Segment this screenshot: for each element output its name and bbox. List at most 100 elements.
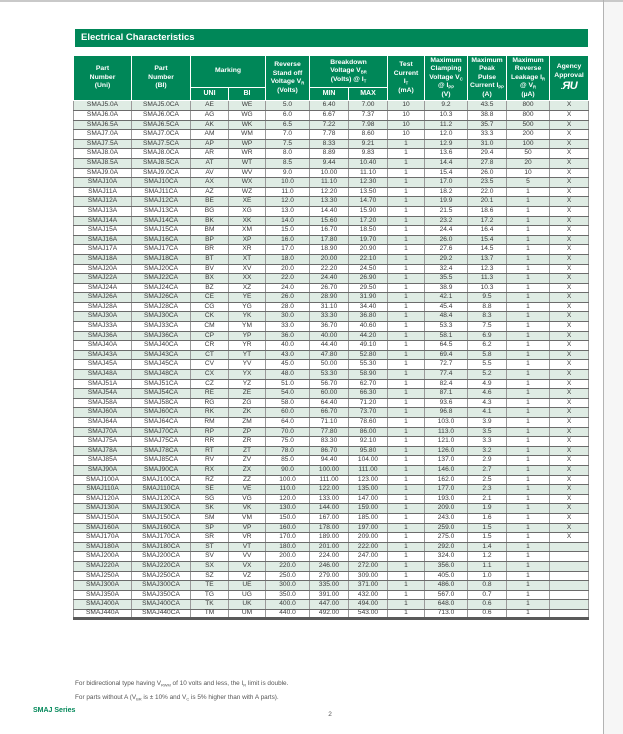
ul-mark-letters: ЯU xyxy=(562,80,578,93)
cell-agency-approval: X xyxy=(549,158,590,169)
cell-marking-uni: BV xyxy=(190,263,229,275)
cell-test-current: 1 xyxy=(387,301,426,313)
cell-max-reverse-leakage: 1 xyxy=(506,551,551,562)
ul-mark-dot: . xyxy=(560,84,563,92)
cell-marking-uni: AE xyxy=(190,100,229,111)
cell-breakdown-min: 86.70 xyxy=(309,445,349,457)
cell-agency-approval: X xyxy=(549,301,590,313)
cell-breakdown-max: 18.50 xyxy=(347,225,389,236)
cell-reverse-standoff-voltage: 85.0 xyxy=(265,455,310,466)
cell-breakdown-max: 9.21 xyxy=(347,138,389,150)
cell-max-reverse-leakage: 10 xyxy=(506,167,551,179)
cell-test-current: 1 xyxy=(387,292,426,303)
table-row: SMAJ7.0A SMAJ7.0CA AM WM 7.0 7.78 8.60 10 12.0 33… xyxy=(73,129,590,140)
cell-max-clamping-voltage: 77.4 xyxy=(424,369,469,380)
cell-agency-approval: X xyxy=(549,253,590,265)
cell-reverse-standoff-voltage: 400.0 xyxy=(265,599,310,610)
cell-marking-uni: RK xyxy=(190,407,229,418)
cell-reverse-standoff-voltage: 170.0 xyxy=(265,532,310,543)
cell-test-current: 1 xyxy=(387,484,426,495)
cell-marking-bi: YX xyxy=(228,369,266,380)
cell-agency-approval: X xyxy=(549,407,590,418)
cell-agency-approval: X xyxy=(549,186,590,198)
subcol-header-marking-uni: UNI xyxy=(190,87,229,102)
cell-marking-bi: WM xyxy=(228,129,266,140)
cell-reverse-standoff-voltage: 12.0 xyxy=(265,196,310,207)
cell-marking-bi: ZE xyxy=(228,388,266,399)
cell-breakdown-min: 6.40 xyxy=(309,100,349,111)
table-body: SMAJ5.0A SMAJ5.0CA AE WE 5.0 6.40 7.00 10 9.2 43.… xyxy=(73,100,590,621)
cell-test-current: 1 xyxy=(387,445,426,457)
table-row: SMAJ75A SMAJ75CA RR ZR 75.0 83.30 92.10 1 121.0 3… xyxy=(73,436,590,447)
cell-test-current: 1 xyxy=(387,378,426,390)
cell-max-peak-pulse-current: 1.0 xyxy=(467,570,508,582)
cell-breakdown-min: 100.00 xyxy=(309,465,349,476)
cell-breakdown-min: 44.40 xyxy=(309,340,349,351)
cell-agency-approval: X xyxy=(549,349,590,361)
table-row: SMAJ64A SMAJ64CA RM ZM 64.0 71.10 78.60 1 103.0 3… xyxy=(73,417,590,428)
cell-breakdown-max: 11.10 xyxy=(347,167,389,179)
cell-marking-uni: TE xyxy=(190,580,229,591)
cell-part-number-bi: SMAJ26CA xyxy=(131,292,191,303)
cell-max-clamping-voltage: 648.0 xyxy=(424,599,469,610)
cell-marking-bi: YK xyxy=(228,311,266,323)
cell-max-reverse-leakage: 1 xyxy=(506,340,551,351)
cell-test-current: 1 xyxy=(387,263,426,275)
cell-part-number-bi: SMAJ120CA xyxy=(131,493,191,505)
cell-test-current: 1 xyxy=(387,196,426,207)
cell-marking-bi: ZP xyxy=(228,426,266,438)
table-row: SMAJ60A SMAJ60CA RK ZK 60.0 66.70 73.70 1 96.8 4.… xyxy=(73,407,590,418)
cell-test-current: 1 xyxy=(387,407,426,418)
cell-max-peak-pulse-current: 0.6 xyxy=(467,608,508,621)
cell-max-reverse-leakage: 1 xyxy=(506,522,551,534)
cell-part-number-bi: SMAJ9.0CA xyxy=(131,167,191,179)
cell-agency-approval: X xyxy=(549,512,590,524)
cell-test-current: 1 xyxy=(387,532,426,543)
cell-max-peak-pulse-current: 2.1 xyxy=(467,493,508,505)
cell-breakdown-min: 133.00 xyxy=(309,493,349,505)
cell-max-reverse-leakage: 1 xyxy=(506,369,551,380)
cell-test-current: 1 xyxy=(387,186,426,198)
cell-max-reverse-leakage: 1 xyxy=(506,215,551,227)
cell-breakdown-max: 20.90 xyxy=(347,244,389,255)
cell-breakdown-max: 44.20 xyxy=(347,330,389,342)
cell-test-current: 1 xyxy=(387,599,426,610)
cell-breakdown-min: 246.00 xyxy=(309,560,349,572)
cell-marking-uni: BM xyxy=(190,225,229,236)
cell-reverse-standoff-voltage: 16.0 xyxy=(265,234,310,246)
cell-max-reverse-leakage: 1 xyxy=(506,225,551,236)
cell-part-number-uni: SMAJ14A xyxy=(73,215,132,227)
cell-reverse-standoff-voltage: 22.0 xyxy=(265,273,310,284)
cell-part-number-uni: SMAJ24A xyxy=(73,282,132,294)
cell-breakdown-min: 144.00 xyxy=(309,503,349,514)
cell-agency-approval: X xyxy=(549,445,590,457)
table-row: SMAJ9.0A SMAJ9.0CA AV WV 9.0 10.00 11.10 1 15.4 2… xyxy=(73,167,590,179)
cell-agency-approval: X xyxy=(549,330,590,342)
cell-breakdown-max: 31.90 xyxy=(347,292,389,303)
cell-marking-bi: ZT xyxy=(228,445,266,457)
cell-test-current: 1 xyxy=(387,580,426,591)
cell-marking-uni: RV xyxy=(190,455,229,466)
col-header-part-number-uni: Part Number (Uni) xyxy=(73,54,132,102)
cell-breakdown-max: 19.70 xyxy=(347,234,389,246)
section-title-bar: Electrical Characteristics xyxy=(75,29,588,47)
cell-breakdown-min: 53.30 xyxy=(309,369,349,380)
section-title: Electrical Characteristics xyxy=(81,32,195,43)
cell-marking-uni: CK xyxy=(190,311,229,323)
cell-part-number-bi: SMAJ5.0CA xyxy=(131,100,191,111)
table-row: SMAJ5.0A SMAJ5.0CA AE WE 5.0 6.40 7.00 10 9.2 43.… xyxy=(73,100,590,111)
table-row: SMAJ43A SMAJ43CA CT YT 43.0 47.80 52.80 1 69.4 5.… xyxy=(73,349,590,361)
cell-breakdown-max: 209.00 xyxy=(347,532,389,543)
table-row: SMAJ12A SMAJ12CA BE XE 12.0 13.30 14.70 1 19.9 20… xyxy=(73,196,590,207)
cell-max-peak-pulse-current: 3.3 xyxy=(467,436,508,447)
cell-breakdown-min: 15.60 xyxy=(309,215,349,227)
cell-breakdown-min: 12.20 xyxy=(309,186,349,198)
cell-agency-approval: X xyxy=(549,493,590,505)
cell-max-clamping-voltage: 42.1 xyxy=(424,292,469,303)
cell-max-reverse-leakage: 500 xyxy=(506,119,551,131)
cell-breakdown-min: 8.89 xyxy=(309,148,349,159)
cell-agency-approval xyxy=(549,541,590,553)
cell-agency-approval: X xyxy=(549,148,590,159)
cell-max-peak-pulse-current: 1.2 xyxy=(467,551,508,562)
cell-marking-bi: ZG xyxy=(228,397,266,409)
